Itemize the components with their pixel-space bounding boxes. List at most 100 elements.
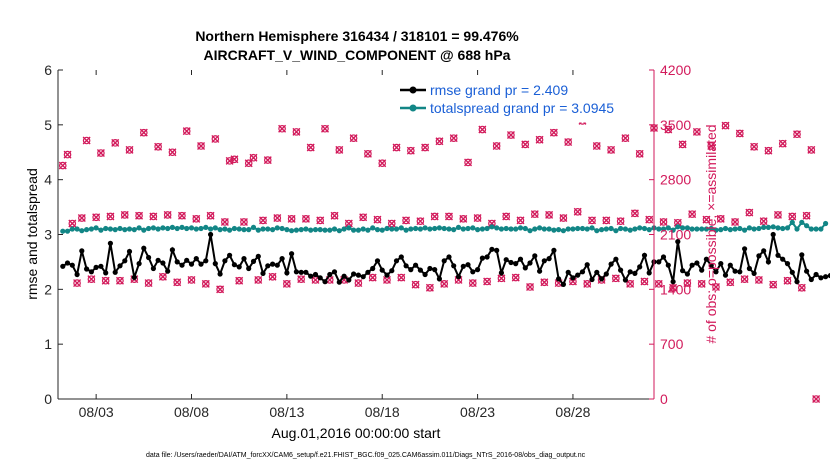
totalspread-point [703, 226, 710, 232]
legend-spread-label: totalspread grand pr = 3.0945 [430, 100, 614, 116]
obs-count-marker [621, 134, 630, 143]
totalspread-point [389, 226, 395, 232]
obs-count-marker [750, 142, 759, 151]
rmse-point [150, 265, 156, 272]
rmse-point [289, 251, 295, 257]
rmse-point [122, 258, 128, 264]
totalspread-point [622, 226, 629, 232]
obs-count-marker [359, 213, 368, 222]
rmse-point [670, 279, 676, 285]
totalspread-point [746, 225, 753, 231]
legend-rmse-marker [409, 86, 417, 94]
obs-possible-marker [216, 285, 224, 294]
totalspread-point [713, 227, 719, 233]
totalspread-point [365, 227, 371, 233]
obs-assimilated-marker [187, 275, 196, 284]
obs-assimilated-marker [158, 272, 167, 281]
obs-count-marker [135, 211, 144, 220]
obs-assimilated-marker [564, 138, 573, 147]
chart-subtitle: AIRCRAFT_V_WIND_COMPONENT @ 688 hPa [204, 47, 511, 63]
obs-count-marker [449, 134, 458, 143]
obs-count-marker [788, 212, 797, 221]
obs-count-marker [144, 279, 153, 288]
obs-possible-marker [178, 211, 186, 220]
totalspread-point [208, 226, 214, 232]
rmse-point [622, 277, 629, 283]
rmse-point [775, 252, 781, 258]
totalspread-point [317, 227, 323, 233]
legend-rmse-label: rmse grand pr = 2.409 [430, 82, 568, 98]
obs-assimilated-marker [392, 143, 401, 152]
rmse-point [684, 271, 691, 277]
rmse-point [169, 247, 175, 253]
obs-possible-marker [211, 135, 220, 143]
rmse-point [398, 254, 404, 260]
totalspread-point [818, 226, 824, 232]
obs-assimilated-marker [602, 216, 611, 225]
obs-assimilated-marker [416, 217, 425, 226]
obs-assimilated-marker [588, 216, 597, 225]
totalspread-point [379, 227, 385, 233]
obs-assimilated-marker [168, 148, 177, 157]
totalspread-point [618, 225, 624, 232]
obs-assimilated-marker [640, 277, 649, 286]
totalspread-point [222, 226, 228, 232]
totalspread-point [436, 225, 442, 231]
rmse-point [250, 258, 257, 264]
obs-assimilated-marker [58, 161, 67, 170]
rmse-point [560, 281, 567, 287]
obs-possible-marker [92, 213, 100, 222]
right-axis-label: # of obs: o=possible; ×=assimilated [703, 124, 719, 343]
obs-possible-marker [793, 130, 801, 139]
obs-assimilated-marker [468, 279, 477, 288]
obs-possible-marker [507, 131, 515, 139]
obs-possible-marker [688, 210, 696, 218]
rmse-point [417, 267, 423, 273]
rmse-point [98, 263, 104, 269]
obs-count-marker [349, 134, 358, 143]
obs-assimilated-marker [173, 278, 182, 287]
rmse-point [789, 269, 795, 275]
obs-assimilated-marker [297, 275, 306, 284]
obs-count-marker [63, 150, 72, 159]
obs-assimilated-marker [149, 212, 158, 221]
rmse-point [107, 240, 113, 246]
rmse-point [527, 260, 533, 266]
rmse-point [293, 269, 299, 275]
obs-count-marker [726, 278, 735, 287]
totalspread-point [494, 225, 500, 231]
rmse-point [804, 268, 810, 274]
totalspread-point [451, 227, 457, 233]
rmse-point [274, 262, 280, 268]
rmse-point [794, 279, 800, 285]
totalspread-point [708, 225, 714, 232]
obs-assimilated-marker [73, 279, 82, 288]
obs-assimilated-marker [382, 275, 391, 284]
totalspread-point [417, 226, 423, 232]
obs-assimilated-marker [197, 141, 206, 150]
obs-possible-marker [645, 215, 654, 224]
rmse-point [298, 269, 304, 275]
obs-assimilated-marker [359, 213, 368, 222]
obs-count-marker [220, 217, 229, 226]
obs-assimilated-marker [659, 217, 668, 226]
totalspread-point [656, 226, 662, 232]
obs-assimilated-marker [611, 274, 620, 283]
obs-assimilated-marker [96, 149, 105, 158]
obs-count-marker [530, 210, 539, 219]
obs-assimilated-marker [530, 210, 539, 219]
rmse-point [231, 262, 237, 268]
obs-assimilated-marker [802, 211, 811, 220]
obs-possible-marker [798, 283, 806, 292]
obs-count-marker [630, 209, 639, 218]
obs-possible-marker [788, 212, 797, 221]
rmse-point [265, 263, 271, 269]
obs-count-marker [92, 213, 101, 222]
obs-possible-marker [607, 146, 615, 154]
rmse-point [432, 267, 438, 273]
rmse-point [532, 253, 538, 259]
obs-assimilated-marker [77, 214, 86, 223]
obs-assimilated-marker [783, 276, 792, 285]
totalspread-point [646, 227, 652, 233]
obs-count-marker [721, 121, 730, 130]
